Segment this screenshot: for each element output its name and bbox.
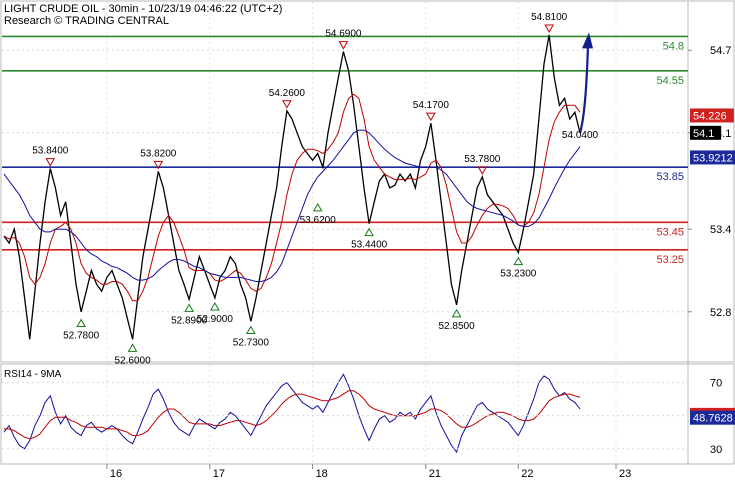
rsi-title: RSI14 - 9MA: [4, 369, 62, 380]
level-label: 54.8: [663, 40, 684, 52]
level-label: 53.85: [656, 171, 684, 183]
time-tick-label: 16: [110, 468, 122, 480]
high-marker: [45, 158, 56, 167]
low-label: 52.7300: [233, 337, 270, 348]
price-levels: 54.8 54.55 53.85 53.45 53.25: [2, 35, 688, 266]
high-label: 53.8200: [140, 148, 177, 159]
price-tags: 54.226 54.1 53.9212: [690, 108, 735, 165]
low-label: 52.6000: [114, 355, 151, 366]
low-label: 52.8900: [171, 315, 208, 326]
price-tag-box: [690, 108, 734, 123]
forecast-arrow-shaft: [578, 44, 590, 134]
low-label: 52.9000: [197, 314, 234, 325]
chart-subtitle: Research © TRADING CENTRAL: [4, 15, 169, 27]
time-axis: 16 17 18 21 22 23: [106, 464, 631, 480]
low-marker: [184, 303, 195, 312]
high-label: 54.6900: [325, 29, 362, 40]
high-label: 53.7800: [464, 154, 501, 165]
chart-title: LIGHT CRUDE OIL - 30min - 10/23/19 04:46…: [4, 3, 282, 15]
low-marker: [127, 343, 138, 352]
high-marker: [477, 166, 488, 175]
low-marker: [513, 256, 524, 266]
high-marker: [153, 160, 164, 170]
level-label: 53.25: [656, 254, 684, 266]
rsi-tag-label: 48.7628: [693, 413, 733, 425]
price-series-line: [3, 34, 581, 340]
price-tick-label: 53.4: [710, 224, 731, 236]
low-marker: [312, 202, 323, 212]
low-label: 53.2300: [500, 269, 537, 280]
value-label: 54.0400: [562, 130, 599, 141]
low-label: 53.6200: [300, 215, 337, 226]
rsi-panel-frame: [0, 363, 735, 465]
time-tick-label: 18: [316, 468, 328, 480]
price-tag-label: 54.226: [693, 110, 727, 122]
high-marker: [281, 100, 292, 109]
price-series-line: [3, 129, 581, 282]
rsi-series-line: [4, 390, 581, 440]
time-tick-label: 21: [429, 468, 441, 480]
rsi-tick-label: 70: [710, 378, 722, 390]
high-marker: [425, 112, 436, 122]
level-label: 54.55: [656, 75, 684, 87]
low-marker: [76, 318, 87, 328]
low-marker: [209, 302, 220, 311]
rsi-series: [3, 373, 581, 454]
price-tag-label: 53.9212: [693, 152, 733, 164]
high-marker: [338, 41, 349, 50]
price-tag-box: [690, 150, 735, 165]
price-tag-box: [690, 125, 722, 140]
low-label: 53.4400: [351, 240, 388, 251]
high-label: 54.8100: [531, 12, 568, 23]
price-grid: [2, 2, 688, 463]
price-tick-label: 52.8: [710, 307, 731, 319]
price-series-line: [3, 93, 581, 302]
price-series: [3, 32, 593, 340]
high-label: 53.8400: [32, 146, 69, 157]
time-tick-label: 22: [521, 468, 533, 480]
high-label: 54.1700: [413, 100, 450, 111]
rsi-tag-box: [690, 410, 735, 425]
low-marker: [245, 325, 256, 334]
rsi-tick-label: 30: [710, 444, 722, 456]
level-label: 53.45: [656, 226, 684, 238]
low-label: 52.7800: [63, 331, 100, 342]
price-panel-frame: [0, 0, 735, 363]
rsi-series-line: [3, 373, 581, 454]
high-label: 54.2600: [269, 88, 306, 99]
price-annotations: 53.8400 53.8200 54.2600 54.6900 54.1700 53.78…: [32, 12, 598, 366]
low-label: 52.8500: [438, 321, 475, 332]
price-tick-label: 54.7: [710, 45, 731, 57]
low-marker: [451, 308, 462, 318]
time-tick-label: 23: [619, 468, 631, 480]
forecast-arrow-head: [582, 32, 593, 49]
high-marker: [544, 24, 555, 34]
low-marker: [364, 227, 375, 237]
rsi-axis: 70503050.467448.7628: [2, 378, 735, 456]
time-tick-label: 17: [213, 468, 225, 480]
price-tag-label: 54.1: [693, 128, 714, 140]
